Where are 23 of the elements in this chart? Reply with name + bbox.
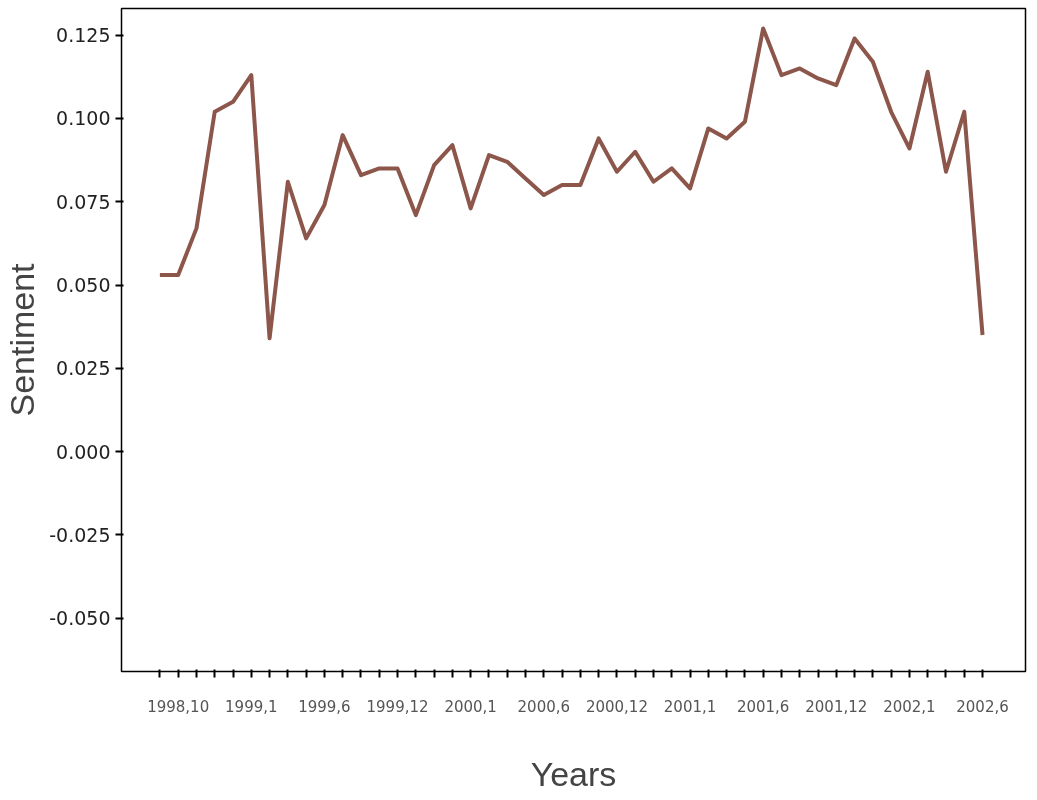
x-tick-label: 2002,6	[956, 697, 1009, 716]
y-tick-label: -0.050	[49, 607, 111, 630]
x-tick-label: 2001,1	[663, 697, 717, 716]
y-tick-label: 0.100	[56, 107, 111, 130]
y-tick-label: 0.000	[56, 440, 111, 463]
x-tick-label: 1999,12	[366, 697, 429, 716]
x-tick-label: 1999,1	[225, 697, 278, 716]
y-tick-label: 0.025	[56, 357, 111, 380]
y-tick-label: 0.125	[56, 24, 111, 47]
line-series	[157, 26, 985, 341]
x-tick-label: 2000,6	[517, 697, 571, 716]
x-tick-label: 2001,12	[805, 697, 868, 716]
x-tick-label: 2001,6	[736, 697, 790, 716]
y-tick-label: -0.025	[49, 523, 111, 546]
x-tick-label: 1998,10	[147, 697, 210, 716]
x-tick-label: 2000,1	[444, 697, 497, 716]
y-tick-label: 0.050	[56, 274, 111, 297]
y-axis-title: Sentiment	[3, 262, 42, 417]
x-tick-label: 1999,6	[298, 697, 351, 716]
x-tick-label: 2002,1	[883, 697, 936, 716]
x-tick-label: 2000,12	[585, 697, 648, 716]
x-axis-title: Years	[530, 754, 617, 793]
y-tick-label: 0.075	[56, 190, 111, 213]
